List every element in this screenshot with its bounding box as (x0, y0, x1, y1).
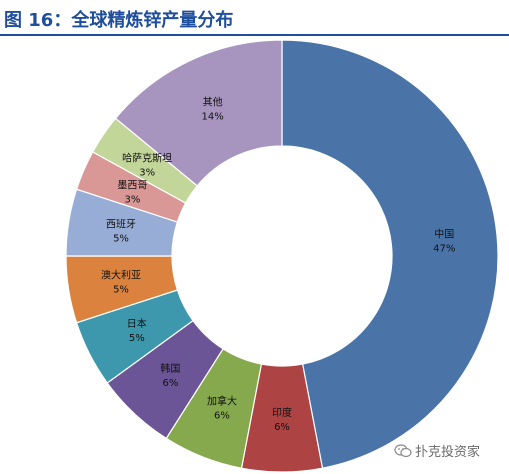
watermark-text: 扑克投资家 (415, 445, 481, 460)
watermark: 扑克投资家 (394, 441, 480, 462)
slice-label-2: 加拿大 (207, 395, 237, 408)
slice-label-0: 中国 (434, 228, 454, 241)
slice-value-3: 6% (162, 378, 178, 389)
title-underline (0, 34, 509, 36)
slice-label-7: 墨西哥 (117, 179, 147, 191)
slice-label-3: 韩国 (160, 362, 180, 375)
slice-label-4: 日本 (127, 317, 147, 330)
slice-value-7: 3% (124, 194, 140, 205)
slice-label-5: 澳大利亚 (101, 268, 141, 281)
slice-label-1: 印度 (272, 406, 292, 419)
slice-value-1: 6% (274, 422, 290, 433)
donut-labels: 中国47%印度6%加拿大6%韩国6%日本5%澳大利亚5%西班牙5%墨西哥3%哈萨… (101, 96, 455, 433)
wechat-icon (394, 443, 412, 462)
slice-label-9: 其他 (203, 96, 223, 109)
slice-label-8: 哈萨克斯坦 (122, 151, 172, 164)
slice-9 (114, 39, 283, 187)
slice-value-8: 3% (139, 167, 155, 178)
slice-value-2: 6% (214, 411, 230, 422)
slice-label-6: 西班牙 (106, 219, 136, 231)
slice-value-0: 47% (433, 244, 455, 255)
slice-value-9: 14% (201, 112, 223, 123)
slice-0 (281, 39, 499, 469)
slice-value-4: 5% (129, 333, 145, 344)
slice-value-6: 5% (113, 234, 129, 245)
slice-value-5: 5% (113, 284, 129, 295)
donut-slices (65, 39, 499, 473)
chart-title: 图 16：全球精炼锌产量分布 (4, 10, 234, 31)
